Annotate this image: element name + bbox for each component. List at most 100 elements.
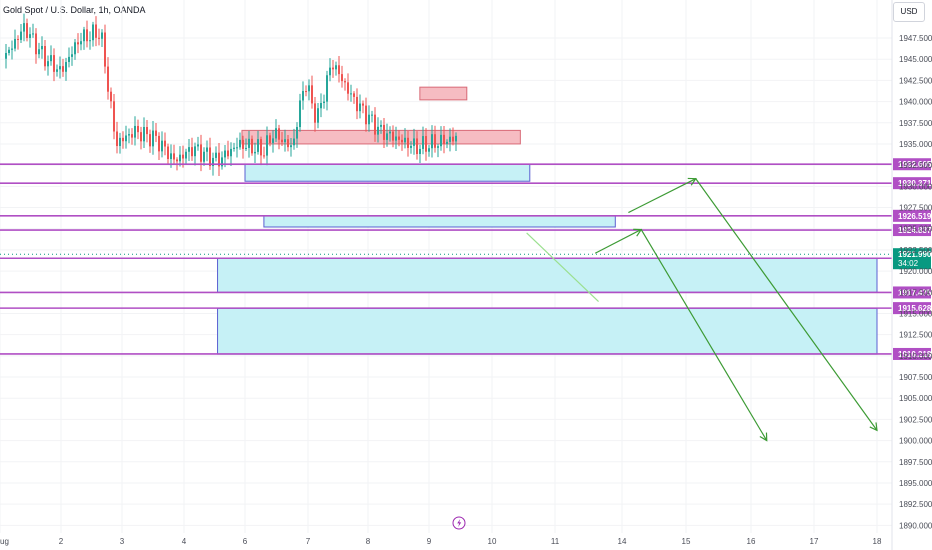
candle-body [104,32,106,67]
candle-body [245,147,247,149]
price-tick-label: 1920.000 [899,267,932,276]
lightning-icon[interactable] [452,516,466,530]
candle-body [329,67,331,76]
candle-body [164,140,166,147]
time-tick-label: 16 [747,537,756,546]
candle-body [200,144,202,162]
candle-body [446,141,448,144]
candle-body [257,139,259,152]
candle-body [185,151,187,159]
candle-body [323,101,325,103]
price-tick-label: 1910.000 [899,352,932,361]
candle-body [59,66,61,70]
time-tick-label: ug [0,537,9,546]
demand-zone [244,163,531,182]
price-axis[interactable]: 1947.500 1945.000 1942.500 1940.000 1937.500… [899,34,932,530]
price-tick-label: 1912.500 [899,331,932,340]
candle-body [410,145,412,148]
time-tick-label: 14 [618,537,627,546]
countdown-label: 34:02 [898,259,919,268]
zones [217,86,878,355]
time-axis[interactable]: ug23467891011141516171821 [0,537,932,546]
current-price-label: 1921.990 [898,250,932,259]
candle-body [23,23,25,32]
candle-body [92,24,94,41]
arrow-head [759,432,768,442]
candle-body [215,152,217,158]
candle-body [260,139,262,156]
candle-body [254,151,256,154]
candle-body [392,131,394,141]
price-tick-label: 1935.000 [899,140,932,149]
candle-body [170,153,172,160]
projection-arrows [526,177,878,442]
candle-body [218,152,220,167]
candle-body [383,124,385,140]
candle-body [278,128,280,140]
candle-body [455,135,457,142]
candle-body [227,150,229,157]
candle-body [26,23,28,38]
candle-body [236,147,238,149]
candle-body [131,134,133,138]
candle-body [14,38,16,49]
candle-body [350,93,352,95]
candle-body [89,40,91,42]
candle-body [386,133,388,140]
candle-body [122,137,124,142]
candle-body [332,67,334,70]
candle-body [95,24,97,38]
candle-body [38,49,40,55]
candle-body [167,146,169,160]
time-tick-label: 18 [873,537,882,546]
candle-body [230,148,232,157]
price-tick-label: 1907.500 [899,373,932,382]
candle-body [299,100,301,128]
key-level-tag [893,158,931,171]
candle-body [314,103,316,123]
candle-body [431,134,433,149]
candle-body [80,41,82,45]
candle-body [248,138,250,148]
candle-body [269,135,271,143]
candle-body [137,125,139,133]
price-tick-label: 1902.500 [899,415,932,424]
candle-body [239,139,241,148]
candle-body [272,138,274,143]
price-tick-label: 1892.500 [899,500,932,509]
candle-body [101,32,103,39]
price-tick-label: 1947.500 [899,34,932,43]
candle-body [353,93,355,97]
candle-body [284,139,286,143]
candle-body [155,130,157,136]
currency-button[interactable]: USD [893,2,925,22]
price-tick-label: 1900.000 [899,437,932,446]
candle-body [266,135,268,156]
price-tick-label: 1932.500 [899,161,932,170]
candle-body [419,148,421,155]
candle-body [233,147,235,149]
candle-body [296,127,298,139]
candle-body [113,101,115,132]
candle-body [203,151,205,162]
key-level-label: 1924.837 [898,226,932,235]
candle-body [434,134,436,148]
candle-body [347,82,349,94]
key-levels: 1932.6051930.3711926.5191924.8371921.512… [0,158,932,360]
candle-body [401,139,403,143]
candle-body [422,136,424,149]
candle-body [362,103,364,106]
candle-body [320,102,322,109]
key-level-tag [893,286,931,299]
price-tick-label: 1915.000 [899,309,932,318]
candle-body [356,96,358,112]
candle-body [179,154,181,162]
arrow-head [633,228,643,237]
candle-body [11,48,13,50]
candle-body [47,61,49,67]
candle-body [161,140,163,152]
candle-body [32,33,34,35]
candle-body [140,132,142,142]
candle-body [242,139,244,149]
